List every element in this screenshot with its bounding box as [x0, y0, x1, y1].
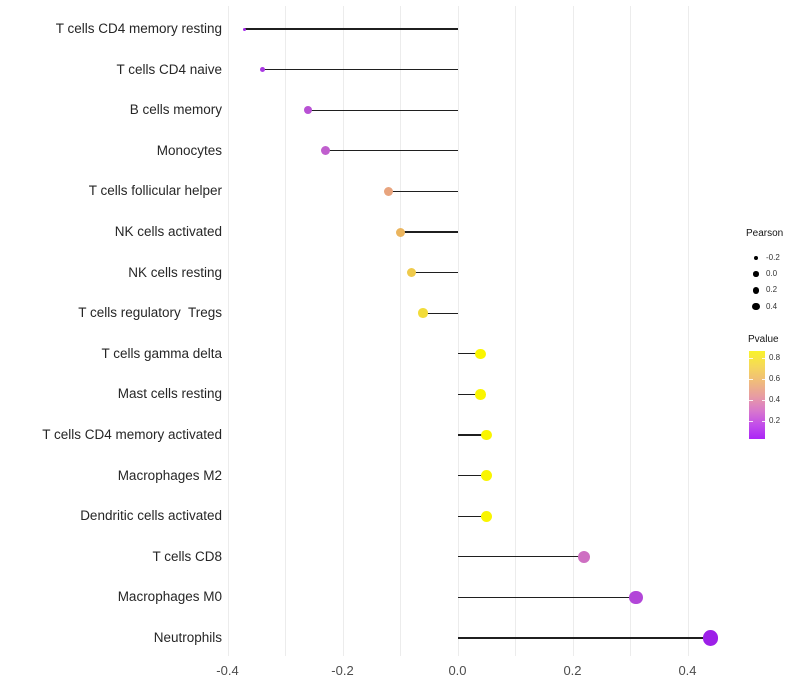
legend-size-dot	[753, 255, 759, 261]
lollipop-dot	[480, 510, 492, 522]
colorbar-tick	[749, 357, 753, 359]
category-label: T cells CD4 memory resting	[55, 21, 222, 36]
lollipop-stem	[457, 637, 711, 639]
lollipop-stem	[400, 231, 458, 233]
lollipop-stem	[457, 556, 584, 558]
colorbar-tick	[761, 399, 765, 401]
colorbar-tick	[761, 357, 765, 359]
colorbar-tick-label: 0.6	[769, 373, 781, 383]
lollipop-stem	[457, 434, 487, 436]
category-label: Macrophages M2	[117, 467, 222, 483]
lollipop-dot	[480, 470, 492, 482]
gridline	[687, 6, 689, 656]
color-legend: Pvalue 0.8 0.6 0.4 0.2	[746, 332, 800, 442]
x-tick-label: 0.2	[563, 663, 582, 678]
colorbar-tick	[749, 420, 753, 422]
size-legend-entry: -0.2	[744, 250, 800, 266]
legend-size-label: 0.2	[766, 285, 778, 295]
gridline	[457, 6, 459, 656]
colorbar-tick	[749, 378, 753, 380]
colorbar-tick-label: 0.4	[769, 394, 781, 404]
category-label: T cells gamma delta	[101, 345, 222, 361]
lollipop-stem	[457, 515, 487, 517]
lollipop-dot	[304, 106, 312, 115]
legend-size-dot	[752, 287, 760, 294]
category-label: B cells memory	[129, 102, 222, 118]
lollipop-stem	[423, 312, 458, 314]
lollipop-dot	[475, 348, 486, 360]
category-label: T cells CD4 naive	[116, 61, 222, 77]
legend-size-dot	[753, 271, 759, 277]
x-tick-label: -0.2	[331, 663, 354, 678]
category-label: Monocytes	[156, 142, 222, 158]
category-label: Mast cells resting	[117, 386, 222, 402]
size-legend-entry: 0.0	[744, 266, 800, 282]
category-label: T cells CD4 memory activated	[42, 427, 222, 442]
category-label: Neutrophils	[153, 630, 222, 645]
size-legend-entry: 0.4	[744, 299, 800, 315]
lollipop-stem	[457, 353, 481, 355]
lollipop-stem	[457, 474, 487, 477]
lollipop-dot	[418, 308, 428, 318]
lollipop-dot	[384, 186, 393, 196]
legend-size-label: 0.4	[766, 301, 778, 311]
size-legend-title: Pearson	[746, 228, 784, 239]
category-label: NK cells resting	[128, 264, 222, 280]
lollipop-dot	[475, 389, 486, 400]
size-legend-entry: 0.2	[744, 282, 800, 298]
colorbar-tick-label: 0.8	[769, 352, 781, 362]
lollipop-stem	[388, 190, 458, 193]
lollipop-dot	[406, 267, 417, 278]
lollipop-stem	[457, 596, 636, 599]
gridline	[285, 6, 286, 656]
colorbar-tick-label: 0.2	[769, 415, 781, 425]
colorbar-tick	[761, 420, 765, 422]
lollipop-stem	[457, 393, 481, 396]
lollipop-stem	[244, 28, 458, 30]
lollipop-dot	[320, 146, 330, 156]
lollipop-stem	[325, 150, 458, 152]
legend-size-label: -0.2	[766, 253, 780, 262]
category-label: Dendritic cells activated	[80, 508, 222, 524]
legend-size-dot	[752, 302, 760, 311]
gridline	[400, 6, 401, 656]
category-label: T cells CD8	[152, 548, 222, 564]
size-legend: Pearson -0.2 0.0 0.2 0.4	[744, 226, 800, 316]
lollipop-dot	[702, 630, 719, 646]
pvalue-colorbar	[749, 351, 765, 439]
gridline	[227, 6, 229, 656]
gridline	[515, 6, 516, 656]
x-tick-label: 0.4	[678, 663, 697, 678]
gridline	[572, 6, 574, 656]
lollipop-stem	[411, 271, 458, 274]
x-tick-label: 0.0	[448, 663, 467, 678]
category-label: T cells follicular helper	[88, 183, 222, 199]
lollipop-dot	[629, 590, 643, 605]
lollipop-dot	[259, 67, 265, 73]
gridline	[342, 6, 344, 656]
lollipop-dot	[395, 227, 405, 237]
legend-size-label: 0.0	[766, 269, 778, 279]
category-label: NK cells activated	[114, 224, 222, 239]
category-label: Macrophages M0	[117, 589, 222, 605]
lollipop-dot	[243, 27, 247, 31]
lollipop-dot	[481, 429, 492, 441]
gridline	[630, 6, 631, 656]
x-tick-label: -0.4	[216, 663, 239, 678]
category-label: T cells regulatory Tregs	[78, 305, 222, 321]
lollipop-stem	[262, 68, 458, 71]
color-legend-title: Pvalue	[748, 334, 779, 345]
colorbar-tick	[761, 378, 765, 380]
lollipop-dot	[577, 550, 591, 564]
colorbar-tick	[749, 399, 753, 401]
lollipop-stem	[308, 109, 458, 111]
